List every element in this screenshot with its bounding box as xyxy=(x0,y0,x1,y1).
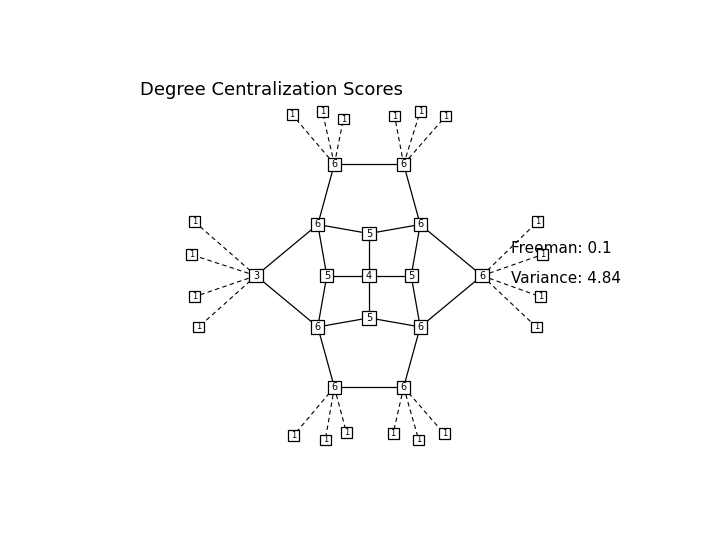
FancyBboxPatch shape xyxy=(317,106,328,117)
Text: 1: 1 xyxy=(289,110,294,119)
Text: 1: 1 xyxy=(539,250,545,259)
FancyBboxPatch shape xyxy=(397,381,410,394)
Text: 1: 1 xyxy=(444,112,449,120)
Text: 1: 1 xyxy=(323,435,328,444)
FancyBboxPatch shape xyxy=(537,249,548,260)
Text: 6: 6 xyxy=(315,219,321,230)
Text: 6: 6 xyxy=(479,271,485,281)
FancyBboxPatch shape xyxy=(390,111,400,122)
Text: Variance: 4.84: Variance: 4.84 xyxy=(510,271,621,286)
FancyBboxPatch shape xyxy=(311,218,325,231)
Text: 1: 1 xyxy=(320,107,325,116)
FancyBboxPatch shape xyxy=(328,158,341,171)
Text: 6: 6 xyxy=(400,159,407,169)
Text: 1: 1 xyxy=(341,114,346,124)
Text: Degree Centralization Scores: Degree Centralization Scores xyxy=(140,82,403,99)
FancyBboxPatch shape xyxy=(532,216,543,227)
FancyBboxPatch shape xyxy=(413,218,427,231)
Text: 1: 1 xyxy=(343,428,349,437)
FancyBboxPatch shape xyxy=(328,381,341,394)
Text: 5: 5 xyxy=(324,271,330,281)
FancyBboxPatch shape xyxy=(288,430,299,441)
FancyBboxPatch shape xyxy=(338,113,348,124)
FancyBboxPatch shape xyxy=(320,269,333,282)
FancyBboxPatch shape xyxy=(362,227,376,240)
Text: 1: 1 xyxy=(535,217,540,226)
FancyBboxPatch shape xyxy=(531,321,541,332)
Text: 6: 6 xyxy=(331,159,338,169)
Text: 1: 1 xyxy=(291,431,297,440)
Text: 3: 3 xyxy=(253,271,259,281)
FancyBboxPatch shape xyxy=(311,320,325,334)
Text: Freeman: 0.1: Freeman: 0.1 xyxy=(510,241,611,256)
Text: 6: 6 xyxy=(400,382,407,392)
Text: 1: 1 xyxy=(441,429,447,438)
FancyBboxPatch shape xyxy=(287,109,297,120)
Text: 1: 1 xyxy=(416,435,421,444)
FancyBboxPatch shape xyxy=(186,249,197,260)
FancyBboxPatch shape xyxy=(362,269,376,282)
Text: 6: 6 xyxy=(315,322,321,332)
FancyBboxPatch shape xyxy=(362,311,376,325)
Text: 1: 1 xyxy=(192,292,197,301)
Text: 1: 1 xyxy=(534,322,539,332)
FancyBboxPatch shape xyxy=(536,292,546,302)
FancyBboxPatch shape xyxy=(415,106,426,117)
Text: 1: 1 xyxy=(192,217,197,226)
FancyBboxPatch shape xyxy=(413,320,427,334)
Text: 1: 1 xyxy=(392,112,397,120)
Text: 1: 1 xyxy=(390,429,396,438)
FancyBboxPatch shape xyxy=(249,269,263,282)
Text: 1: 1 xyxy=(538,292,544,301)
Text: 5: 5 xyxy=(366,313,372,323)
FancyBboxPatch shape xyxy=(413,435,424,446)
FancyBboxPatch shape xyxy=(194,321,204,332)
FancyBboxPatch shape xyxy=(189,292,199,302)
FancyBboxPatch shape xyxy=(387,428,399,440)
FancyBboxPatch shape xyxy=(475,269,489,282)
Text: 1: 1 xyxy=(418,107,423,116)
Text: 1: 1 xyxy=(189,250,194,259)
Text: 6: 6 xyxy=(417,322,423,332)
Text: 5: 5 xyxy=(366,228,372,239)
FancyBboxPatch shape xyxy=(441,111,451,122)
FancyBboxPatch shape xyxy=(439,428,450,440)
Text: 5: 5 xyxy=(408,271,414,281)
FancyBboxPatch shape xyxy=(341,427,352,438)
FancyBboxPatch shape xyxy=(405,269,418,282)
FancyBboxPatch shape xyxy=(320,435,330,446)
Text: 4: 4 xyxy=(366,271,372,281)
Text: 6: 6 xyxy=(331,382,338,392)
FancyBboxPatch shape xyxy=(189,216,199,227)
Text: 1: 1 xyxy=(196,322,202,332)
FancyBboxPatch shape xyxy=(397,158,410,171)
Text: 6: 6 xyxy=(417,219,423,230)
